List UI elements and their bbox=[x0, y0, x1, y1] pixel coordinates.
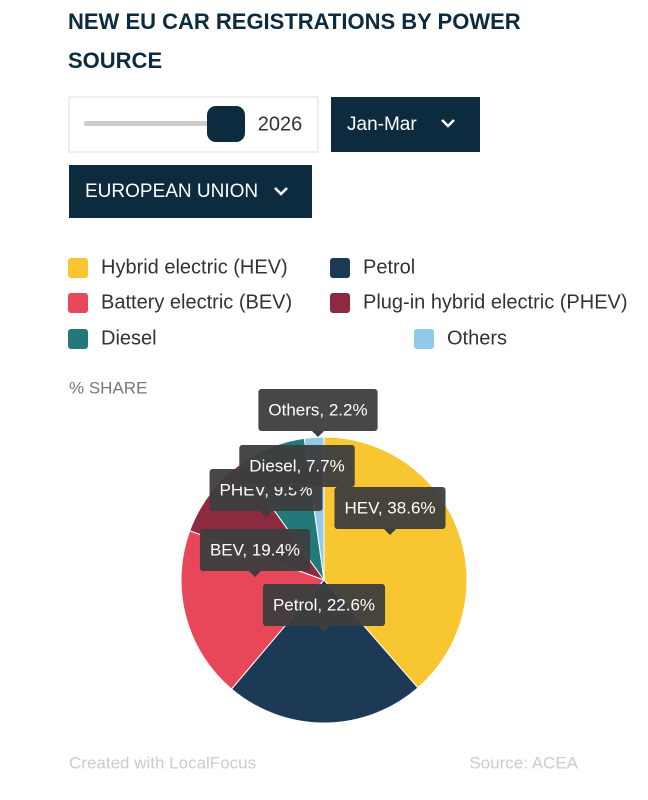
tooltip-box bbox=[239, 445, 355, 487]
data-label: Others, 2.2% bbox=[268, 400, 367, 419]
region-dropdown[interactable] bbox=[69, 165, 312, 218]
source: Source: ACEA bbox=[469, 753, 578, 772]
region-label: EUROPEAN UNION bbox=[85, 181, 258, 202]
tooltip-arrow bbox=[384, 529, 396, 535]
tooltip-arrow bbox=[312, 431, 324, 437]
chevron bbox=[274, 187, 288, 196]
legend-swatch bbox=[330, 258, 350, 278]
slider-knob[interactable] bbox=[207, 106, 245, 142]
tooltip-arrow bbox=[260, 511, 272, 517]
legend-label: Petrol bbox=[363, 256, 415, 278]
tooltip-box bbox=[334, 487, 446, 529]
legend-swatch bbox=[68, 329, 88, 349]
tooltip-box bbox=[262, 584, 386, 626]
axis-label: % SHARE bbox=[69, 378, 147, 397]
tooltip-box bbox=[199, 529, 311, 571]
legend-label: Diesel bbox=[101, 327, 157, 349]
slider-track[interactable] bbox=[84, 121, 232, 126]
tooltip-box bbox=[258, 389, 378, 431]
legend-swatch bbox=[414, 329, 434, 349]
data-label: BEV, 19.4% bbox=[210, 540, 300, 559]
legend-swatch bbox=[68, 258, 88, 278]
tooltip-arrow bbox=[249, 571, 261, 577]
data-label: HEV, 38.6% bbox=[344, 498, 435, 517]
legend-label: Battery electric (BEV) bbox=[101, 291, 292, 313]
tooltip-arrow bbox=[318, 626, 330, 632]
slider-value: 2026 bbox=[258, 113, 303, 135]
legend-label: Others bbox=[447, 327, 507, 349]
legend-label: Hybrid electric (HEV) bbox=[101, 256, 288, 278]
period-dropdown[interactable] bbox=[331, 97, 480, 152]
chart-title: NEW EU CAR REGISTRATIONS BY POWER SOURCE bbox=[68, 9, 521, 73]
legend-swatch bbox=[68, 293, 88, 313]
pie-slice bbox=[230, 579, 419, 724]
data-label: Petrol, 22.6% bbox=[273, 595, 375, 614]
period-label: Jan-Mar bbox=[347, 114, 417, 135]
tooltip-arrow bbox=[291, 487, 303, 493]
legend-swatch bbox=[330, 293, 350, 313]
data-label: Diesel, 7.7% bbox=[249, 456, 344, 475]
credit: Created with LocalFocus bbox=[69, 753, 256, 772]
chevron bbox=[441, 119, 455, 128]
legend-label: Plug-in hybrid electric (PHEV) bbox=[363, 291, 628, 313]
